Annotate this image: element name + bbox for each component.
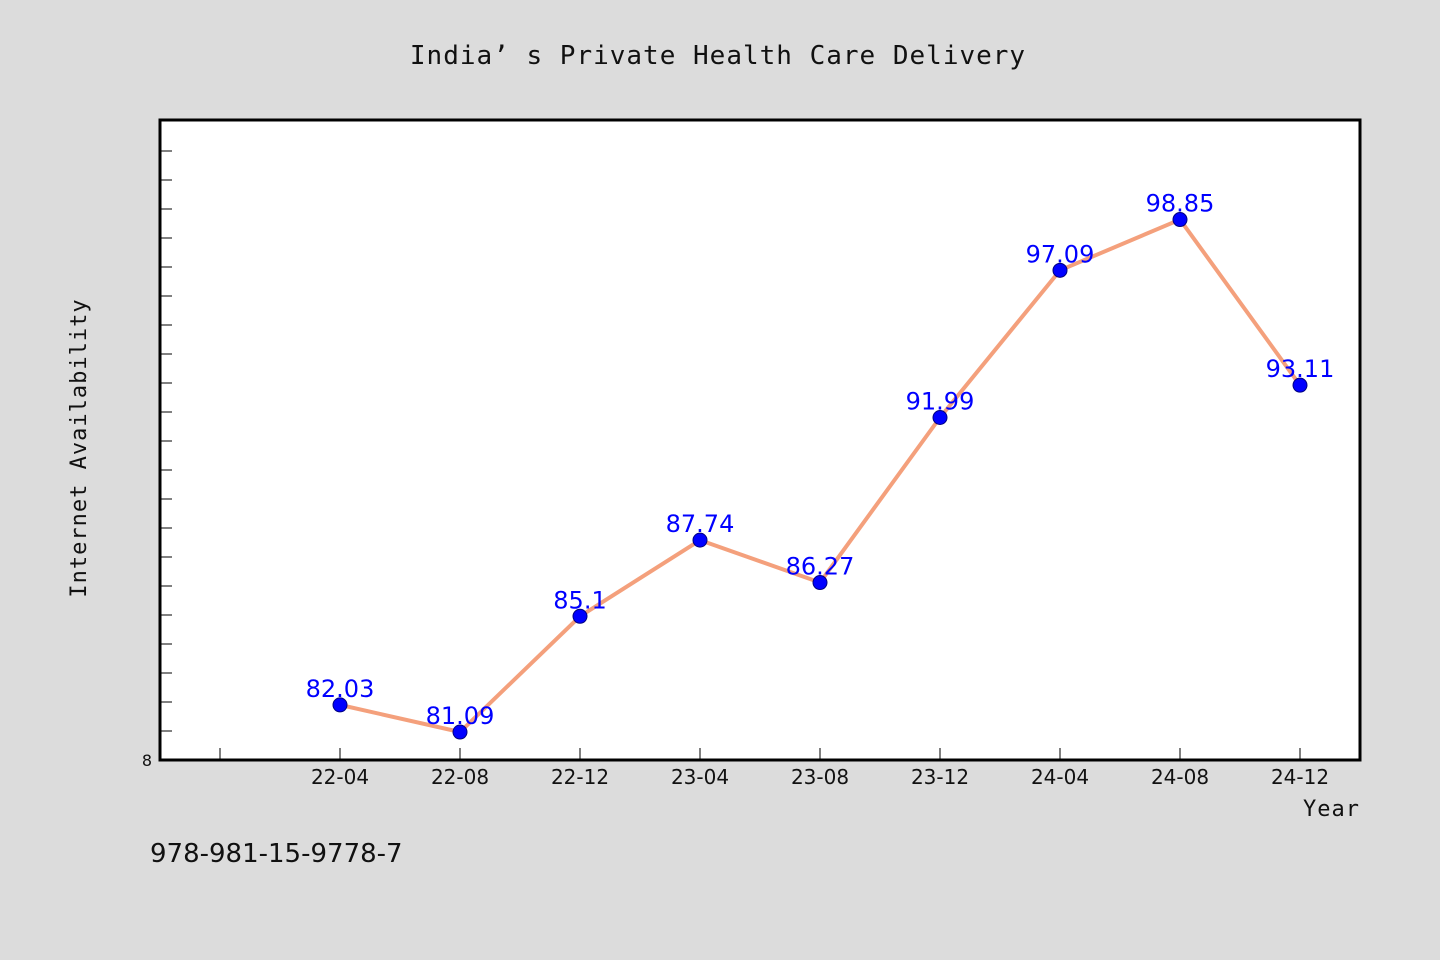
data-label: 87.74 bbox=[666, 510, 735, 538]
data-point bbox=[932, 409, 948, 425]
series-markers bbox=[332, 212, 1308, 740]
y-axis-label: Internet Availability bbox=[67, 298, 92, 597]
data-label: 93.11 bbox=[1266, 355, 1335, 383]
plot-frame bbox=[158, 118, 1362, 762]
x-axis-label: Year bbox=[1303, 797, 1360, 822]
x-tick-label: 24-08 bbox=[1151, 765, 1209, 789]
y-tick-label: 8 bbox=[142, 751, 152, 770]
data-point bbox=[1172, 212, 1188, 228]
x-tick-label: 22-04 bbox=[311, 765, 369, 789]
data-label: 85.1 bbox=[553, 586, 606, 614]
data-point bbox=[1052, 262, 1068, 278]
data-point bbox=[572, 608, 588, 624]
data-label: 86.27 bbox=[786, 553, 855, 581]
data-label: 91.99 bbox=[906, 387, 975, 415]
data-point bbox=[332, 697, 348, 713]
data-label: 97.09 bbox=[1026, 240, 1095, 268]
y-axis-ticks bbox=[160, 150, 172, 732]
x-tick-label: 24-12 bbox=[1271, 765, 1329, 789]
isbn-text: 978-981-15-9778-7 bbox=[150, 839, 403, 869]
data-point bbox=[452, 724, 468, 740]
x-axis-ticks: 22-04 22-08 22-12 23-04 23-08 23-12 24-04 24-08… bbox=[219, 748, 1329, 789]
x-tick-label: 23-08 bbox=[791, 765, 849, 789]
x-tick-label: 22-12 bbox=[551, 765, 609, 789]
data-label: 81.09 bbox=[426, 702, 495, 730]
x-tick-label: 23-12 bbox=[911, 765, 969, 789]
data-point bbox=[692, 532, 708, 548]
data-point bbox=[812, 575, 828, 591]
chart-title: India’ s Private Health Care Delivery bbox=[410, 41, 1026, 71]
x-tick-label: 23-04 bbox=[671, 765, 729, 789]
data-label: 98.85 bbox=[1146, 190, 1215, 218]
data-labels: 82.03 81.09 85.1 87.74 86.27 91.99 97.09 98.85 9… bbox=[306, 190, 1335, 730]
data-label: 82.03 bbox=[306, 675, 375, 703]
data-point bbox=[1292, 377, 1308, 393]
x-tick-label: 24-04 bbox=[1031, 765, 1089, 789]
x-tick-label: 22-08 bbox=[431, 765, 489, 789]
